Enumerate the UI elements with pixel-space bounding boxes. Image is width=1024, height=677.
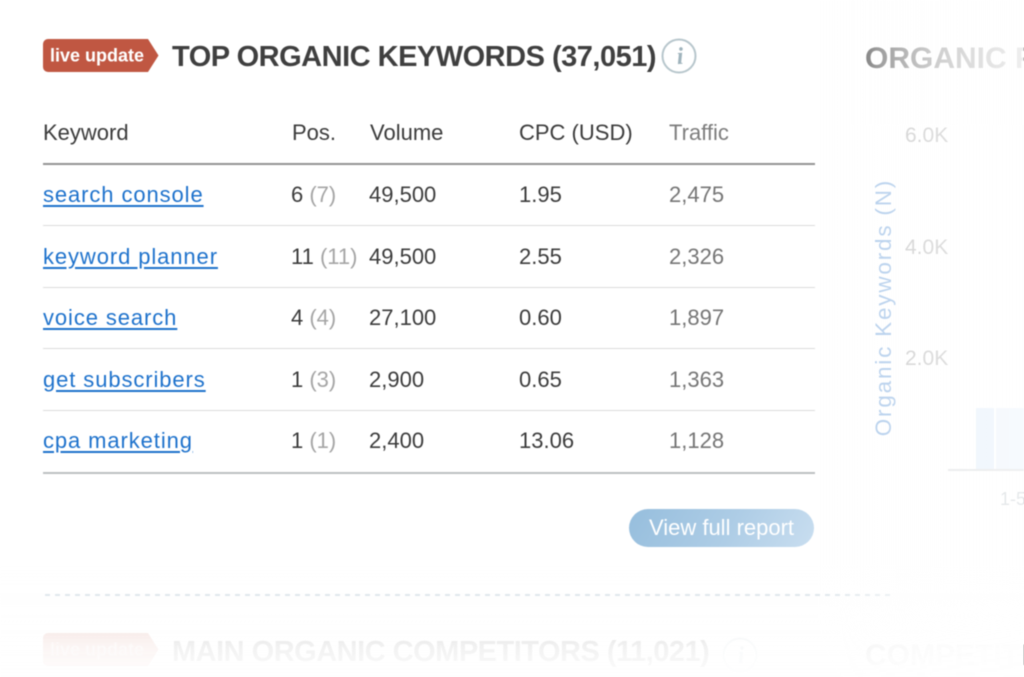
svg-text:i: i bbox=[676, 44, 685, 70]
svg-text:live update: live update bbox=[50, 46, 144, 66]
svg-text:live update: live update bbox=[50, 640, 144, 660]
svg-text:i: i bbox=[737, 643, 746, 669]
